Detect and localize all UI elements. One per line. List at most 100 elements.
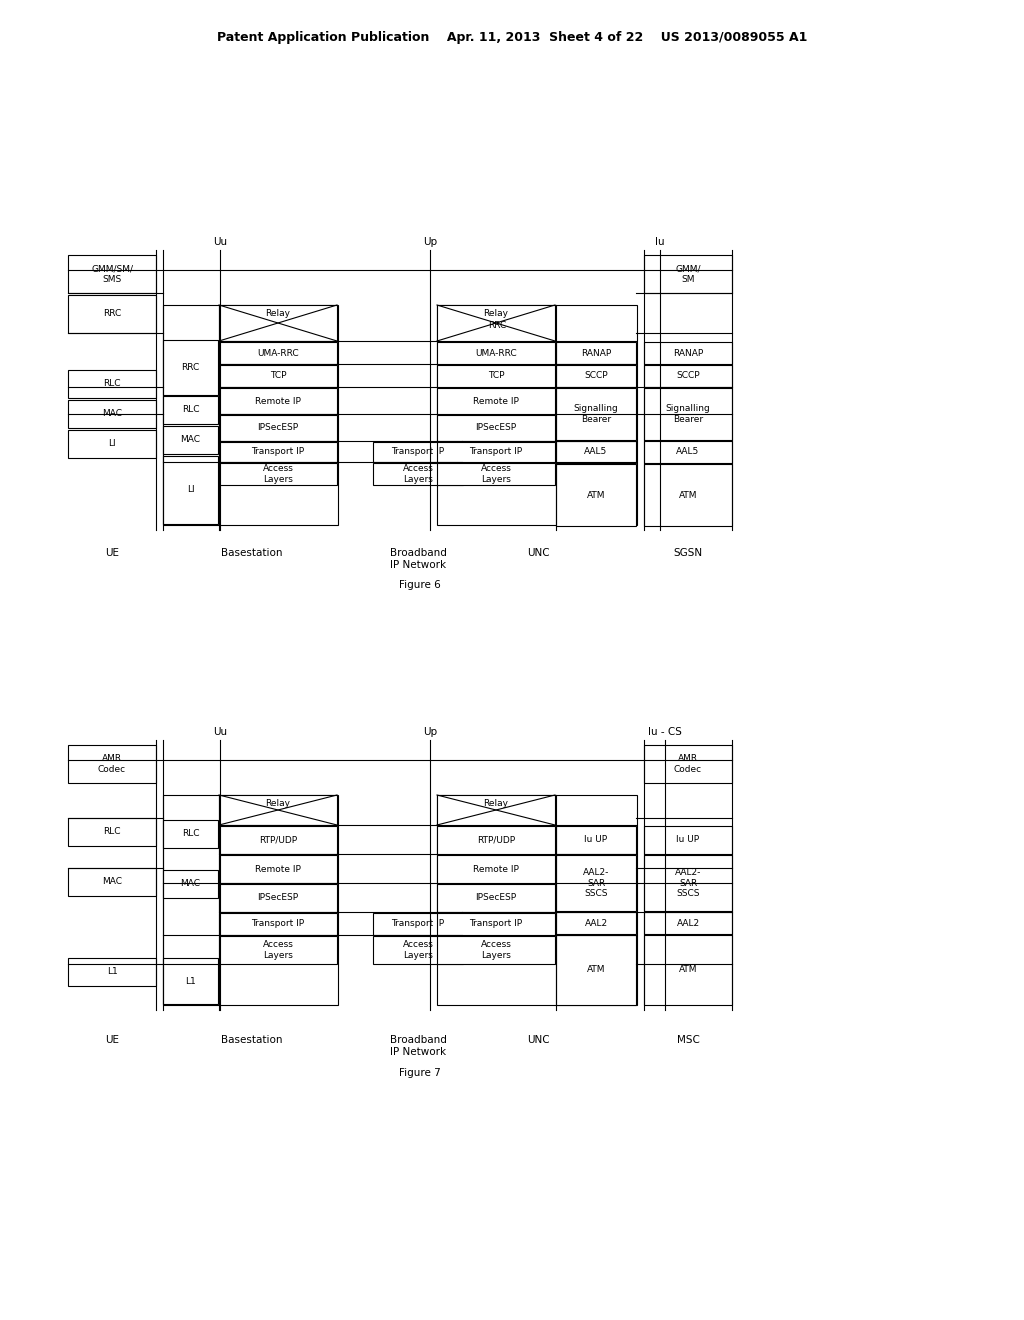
- Bar: [556, 912, 636, 935]
- Bar: [219, 936, 337, 964]
- Bar: [163, 305, 338, 525]
- Text: AAL2: AAL2: [677, 919, 699, 928]
- Bar: [219, 795, 337, 825]
- Bar: [437, 305, 637, 525]
- Text: Remote IP: Remote IP: [255, 396, 301, 405]
- Bar: [68, 818, 156, 846]
- Bar: [219, 388, 337, 414]
- Text: UE: UE: [105, 1035, 119, 1045]
- Text: RLC: RLC: [103, 828, 121, 837]
- Text: RLC: RLC: [103, 380, 121, 388]
- Bar: [219, 826, 337, 854]
- Bar: [68, 430, 156, 458]
- Bar: [556, 441, 636, 463]
- Bar: [219, 442, 337, 462]
- Bar: [437, 884, 555, 912]
- Text: MAC: MAC: [102, 878, 122, 887]
- Bar: [68, 294, 156, 333]
- Bar: [437, 442, 555, 462]
- Text: GMM/SM/
SMS: GMM/SM/ SMS: [91, 264, 133, 284]
- Bar: [163, 455, 218, 524]
- Text: AMR
Codec: AMR Codec: [674, 754, 702, 774]
- Bar: [644, 826, 732, 854]
- Text: Signalling
Bearer: Signalling Bearer: [573, 404, 618, 424]
- Bar: [437, 463, 555, 484]
- Text: Signalling
Bearer: Signalling Bearer: [666, 404, 711, 424]
- Bar: [437, 414, 555, 441]
- Bar: [437, 366, 555, 387]
- Text: AMR
Codec: AMR Codec: [98, 754, 126, 774]
- Text: Transport IP: Transport IP: [469, 920, 522, 928]
- Text: AAL5: AAL5: [677, 447, 699, 457]
- Text: AAL5: AAL5: [585, 447, 607, 457]
- Text: Basestation: Basestation: [221, 548, 283, 558]
- Text: Uu: Uu: [213, 238, 227, 247]
- Text: Iu UP: Iu UP: [677, 836, 699, 845]
- Text: Relay: Relay: [265, 309, 291, 318]
- Bar: [68, 744, 156, 783]
- Bar: [219, 414, 337, 441]
- Bar: [68, 958, 156, 986]
- Bar: [556, 465, 636, 525]
- Text: MAC: MAC: [180, 436, 201, 445]
- Text: Broadband
IP Network: Broadband IP Network: [389, 548, 446, 570]
- Text: Uu: Uu: [213, 727, 227, 737]
- Text: Remote IP: Remote IP: [473, 865, 519, 874]
- Bar: [163, 795, 338, 1005]
- Bar: [163, 820, 218, 847]
- Bar: [644, 388, 732, 440]
- Bar: [437, 795, 637, 1005]
- Text: RLC: RLC: [181, 405, 200, 414]
- Text: MAC: MAC: [102, 409, 122, 418]
- Text: RRC: RRC: [102, 309, 121, 318]
- Text: Relay: Relay: [265, 799, 291, 808]
- Text: Remote IP: Remote IP: [255, 865, 301, 874]
- Bar: [644, 912, 732, 935]
- Text: IPSecESP: IPSecESP: [257, 894, 299, 903]
- Text: Figure 6: Figure 6: [399, 579, 441, 590]
- Text: RANAP: RANAP: [581, 348, 611, 358]
- Bar: [68, 370, 156, 399]
- Text: Access
Layers: Access Layers: [402, 940, 433, 960]
- Bar: [437, 388, 555, 414]
- Text: LI: LI: [109, 440, 116, 449]
- Bar: [644, 342, 732, 364]
- Bar: [437, 305, 555, 341]
- Text: RANAP: RANAP: [673, 348, 703, 358]
- Bar: [644, 441, 732, 463]
- Bar: [163, 396, 218, 424]
- Text: RTP/UDP: RTP/UDP: [259, 836, 297, 845]
- Text: SCCP: SCCP: [676, 371, 699, 380]
- Text: IPSecESP: IPSecESP: [475, 424, 516, 433]
- Bar: [219, 305, 337, 341]
- Text: ATM: ATM: [679, 491, 697, 499]
- Text: SCCP: SCCP: [584, 371, 608, 380]
- Text: Basestation: Basestation: [221, 1035, 283, 1045]
- Bar: [644, 366, 732, 387]
- Bar: [68, 869, 156, 896]
- Text: Figure 7: Figure 7: [399, 1068, 441, 1078]
- Bar: [219, 342, 337, 364]
- Bar: [644, 465, 732, 525]
- Text: RRC: RRC: [181, 363, 200, 372]
- Text: Iu - CS: Iu - CS: [648, 727, 682, 737]
- Bar: [219, 855, 337, 883]
- Bar: [163, 958, 218, 1005]
- Text: Iu: Iu: [655, 238, 665, 247]
- Text: UNC: UNC: [526, 1035, 549, 1045]
- Bar: [219, 366, 337, 387]
- Bar: [373, 442, 463, 462]
- Bar: [219, 884, 337, 912]
- Text: GMM/
SM: GMM/ SM: [675, 264, 700, 284]
- Text: ATM: ATM: [587, 491, 605, 499]
- Text: Access
Layers: Access Layers: [402, 465, 433, 483]
- Text: RTP/UDP: RTP/UDP: [477, 836, 515, 845]
- Bar: [644, 255, 732, 293]
- Text: Relay: Relay: [483, 799, 509, 808]
- Bar: [373, 936, 463, 964]
- Text: Up: Up: [423, 727, 437, 737]
- Text: Relay: Relay: [483, 309, 509, 318]
- Text: Access
Layers: Access Layers: [262, 465, 294, 483]
- Bar: [68, 400, 156, 428]
- Bar: [163, 341, 218, 395]
